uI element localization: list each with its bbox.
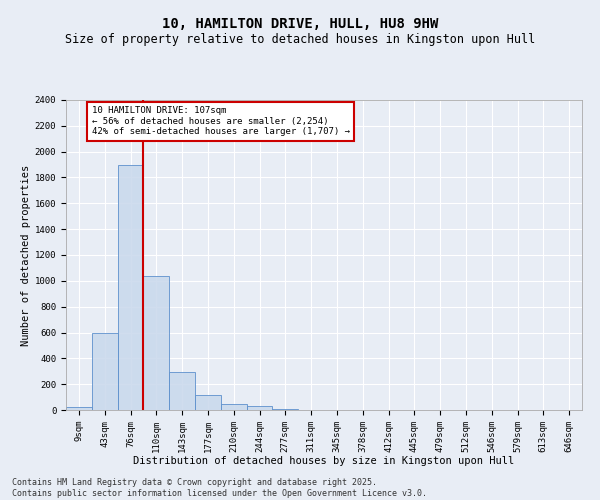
Bar	[92, 332, 118, 410]
Y-axis label: Number of detached properties: Number of detached properties	[20, 164, 31, 346]
Bar	[143, 276, 169, 410]
X-axis label: Distribution of detached houses by size in Kingston upon Hull: Distribution of detached houses by size …	[133, 456, 515, 466]
Bar	[66, 408, 92, 410]
Text: Contains HM Land Registry data © Crown copyright and database right 2025.
Contai: Contains HM Land Registry data © Crown c…	[12, 478, 427, 498]
Bar	[169, 372, 195, 410]
Text: 10, HAMILTON DRIVE, HULL, HU8 9HW: 10, HAMILTON DRIVE, HULL, HU8 9HW	[162, 18, 438, 32]
Bar	[118, 164, 143, 410]
Bar	[221, 404, 247, 410]
Bar	[247, 406, 272, 410]
Text: 10 HAMILTON DRIVE: 107sqm
← 56% of detached houses are smaller (2,254)
42% of se: 10 HAMILTON DRIVE: 107sqm ← 56% of detac…	[92, 106, 350, 136]
Text: Size of property relative to detached houses in Kingston upon Hull: Size of property relative to detached ho…	[65, 32, 535, 46]
Bar	[195, 395, 221, 410]
